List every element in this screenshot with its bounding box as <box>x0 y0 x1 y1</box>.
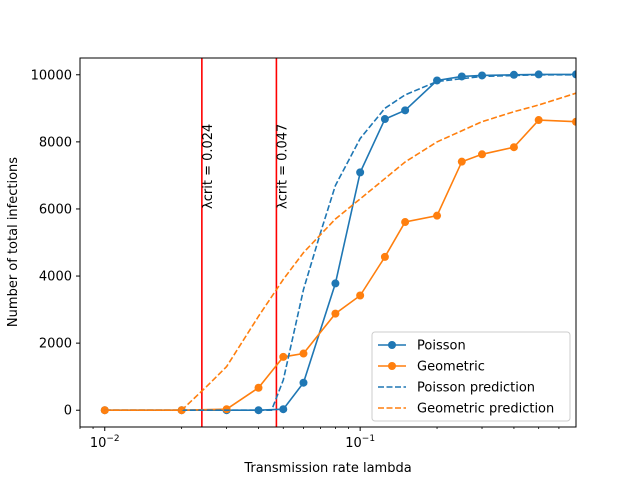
data-point <box>509 143 518 152</box>
data-point <box>478 71 487 80</box>
data-point <box>380 252 389 261</box>
data-point <box>401 106 410 115</box>
data-point <box>433 211 442 220</box>
y-tick-label: 2000 <box>39 337 72 352</box>
data-point <box>279 405 288 414</box>
critical-rate-label: λcrit = 0.024 <box>201 124 216 209</box>
series-layer <box>100 70 576 415</box>
legend-frame <box>371 331 571 422</box>
series-line <box>104 74 576 412</box>
y-tick-label: 10000 <box>31 68 72 83</box>
data-point <box>299 378 308 387</box>
legend-marker <box>388 341 396 349</box>
x-tick-label: 10−2 <box>90 434 120 451</box>
data-point <box>331 279 340 288</box>
y-tick-label: 8000 <box>39 135 72 150</box>
legend-label: Geometric <box>417 360 485 375</box>
legend-label: Geometric prediction <box>417 402 554 417</box>
y-tick-label: 4000 <box>39 270 72 285</box>
data-point <box>478 150 487 159</box>
critical-rate-label: λcrit = 0.047 <box>275 124 290 209</box>
x-tick-label: 10−1 <box>345 434 375 451</box>
y-axis-label: Number of total infections <box>6 157 21 327</box>
data-point <box>401 218 410 227</box>
data-point <box>331 309 340 318</box>
data-point <box>534 116 543 125</box>
legend-label: Poisson <box>417 339 466 354</box>
legend-label: Poisson prediction <box>417 381 535 396</box>
data-point <box>457 157 466 166</box>
data-point <box>380 115 389 124</box>
data-point <box>279 352 288 361</box>
data-point <box>100 406 109 415</box>
y-tick-label: 6000 <box>39 202 72 217</box>
data-point <box>572 117 576 126</box>
x-axis-label: Transmission rate lambda <box>243 461 411 476</box>
plot-frame <box>79 57 577 428</box>
data-point <box>534 70 543 79</box>
data-point <box>509 70 518 79</box>
data-point <box>356 291 365 300</box>
data-point <box>222 405 231 414</box>
y-tick-label: 0 <box>64 404 72 419</box>
legend: Poisson Geometric Poisson prediction Geomet… <box>371 331 571 422</box>
data-point <box>299 349 308 358</box>
legend-marker <box>388 362 396 370</box>
axis-layer: 0 2000 4000 6000 8000 10000 10−2 10−1 <box>31 68 560 451</box>
data-point <box>356 168 365 177</box>
series-line <box>104 92 576 412</box>
data-point <box>254 383 263 392</box>
series-line <box>104 119 576 412</box>
